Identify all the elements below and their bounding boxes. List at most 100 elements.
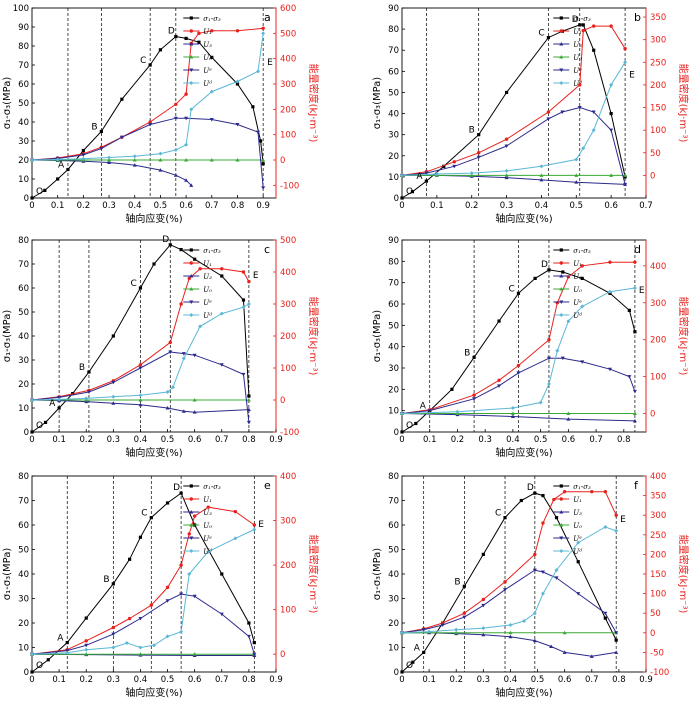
series-line-Up — [31, 593, 255, 655]
y-tick-label: 70 — [18, 497, 29, 507]
stage-point-label: B — [454, 577, 460, 587]
series-point-U1 — [241, 270, 246, 274]
series-line-Up — [31, 117, 264, 188]
series-point-stress — [472, 355, 476, 359]
series-point-Ud — [206, 549, 211, 554]
y-tick-label: 20 — [18, 156, 29, 166]
x-tick-label: 0.9 — [256, 201, 270, 211]
series-point-Ud — [179, 629, 184, 634]
series-point-stress — [158, 48, 163, 52]
series-point-Ue — [158, 168, 163, 172]
series-point-Up — [84, 643, 89, 648]
series-point-U1 — [504, 137, 509, 141]
series-point-Ue — [192, 410, 197, 414]
series-point-stress — [422, 650, 426, 654]
series-point-Up — [192, 594, 197, 599]
series-point-Up — [497, 384, 502, 388]
series-point-stress — [247, 621, 251, 625]
series-point-Up — [261, 186, 266, 190]
series-point-Up — [540, 570, 545, 575]
series-point-Up — [580, 360, 585, 364]
series-point-stress — [546, 35, 550, 40]
series-point-stress — [251, 105, 255, 109]
x-tick-label: 0.2 — [79, 675, 93, 685]
series-point-Ud — [219, 311, 224, 316]
series-point-Up — [476, 155, 481, 160]
series-point-U0 — [138, 398, 143, 402]
series-point-stress — [504, 90, 509, 95]
series-point-Up — [607, 367, 612, 372]
y2-tick-label: 500 — [280, 236, 296, 246]
y-tick-label: 10 — [388, 173, 399, 183]
stage-point-label: O — [406, 187, 413, 197]
legend-marker — [189, 42, 194, 46]
series-point-Up — [138, 617, 143, 621]
series-line-stress — [31, 244, 250, 433]
series-point-stress — [99, 129, 103, 134]
series-line-U1 — [31, 506, 255, 655]
stage-point-label: E — [258, 520, 264, 530]
series-point-Ud — [581, 146, 586, 151]
series-point-stress — [497, 319, 501, 323]
legend-label: U₁ — [203, 28, 212, 36]
y-axis-title: σ₁-σ₃(MPa) — [2, 548, 13, 601]
panel-letter: b — [634, 11, 641, 24]
stage-point-label: C — [508, 284, 514, 294]
stage-point-label: A — [416, 172, 423, 182]
series-point-Ud — [603, 524, 608, 529]
x-tick-label: 0.7 — [589, 435, 603, 445]
y-tick-label: 80 — [388, 25, 399, 35]
x-axis-title: 轴向应变(%) — [495, 686, 552, 699]
plot-frame — [401, 475, 647, 673]
series-point-Ue — [574, 180, 579, 184]
panel-f: 0 0.1 0.2 0.3 0.4 0.5 0.6 0.7 0.8 0.9 0 10 20 30 40 50 6… — [372, 472, 690, 699]
stage-point-label: O — [36, 661, 43, 671]
stage-point-label: O — [36, 421, 43, 431]
y2-tick-label: 600 — [280, 4, 296, 14]
y-tick-label: 50 — [18, 308, 29, 318]
y2-axis-title: 能量密度(kJ·m⁻³) — [307, 535, 320, 614]
stage-point-label: D — [572, 15, 579, 25]
series-point-Up — [503, 588, 508, 592]
series-point-Ud — [522, 619, 526, 624]
legend-label: U₃ — [573, 509, 582, 517]
legend-marker — [189, 248, 193, 252]
series-point-U1 — [149, 603, 153, 607]
x-tick-label: 0.5 — [531, 675, 545, 685]
series-point-Up — [119, 135, 124, 140]
y2-tick-label: 350 — [650, 492, 666, 502]
series-point-Up — [111, 632, 116, 637]
series-point-stress — [57, 406, 61, 410]
series-point-stress — [580, 276, 584, 280]
series-point-Ud — [187, 572, 192, 576]
stage-point-label: D — [541, 260, 548, 270]
series-point-U1 — [497, 378, 501, 383]
series-point-U0 — [158, 158, 163, 162]
series-point-Ud — [400, 173, 404, 178]
legend-marker — [559, 523, 564, 527]
series-point-U1 — [590, 489, 594, 494]
series-point-Ud — [434, 172, 439, 177]
legend-marker — [189, 287, 194, 291]
series-line-Ud — [401, 287, 635, 414]
series-point-Ud — [400, 411, 404, 416]
series-point-Ud — [609, 82, 614, 87]
series-line-Up — [401, 569, 617, 634]
series-point-Up — [99, 147, 104, 151]
series-point-stress — [235, 82, 240, 86]
y2-tick-label: 400 — [280, 472, 296, 482]
y-tick-label: 0 — [24, 194, 29, 204]
series-point-stress — [152, 262, 156, 266]
y2-tick-label: 0 — [280, 396, 285, 406]
y-tick-label: 100 — [13, 4, 29, 14]
panel-b: 0 0.1 0.2 0.3 0.4 0.5 0.6 0.7 0 10 20 30 40 50 60 70 80 9… — [372, 4, 690, 225]
y-tick-label: 50 — [388, 321, 399, 331]
series-point-U0 — [469, 173, 474, 177]
series-point-U0 — [454, 630, 459, 635]
x-tick-label: 0.7 — [215, 435, 229, 445]
series-line-stress — [31, 492, 255, 673]
series-point-Ud — [233, 536, 238, 541]
y-tick-label: 80 — [18, 472, 29, 482]
series-point-stress — [111, 582, 115, 586]
legend-marker — [189, 549, 194, 553]
